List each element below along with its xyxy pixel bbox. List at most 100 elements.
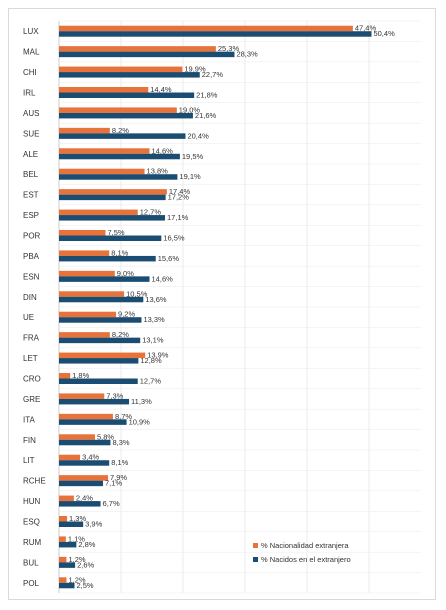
chart-frame: LUX MAL CHI IRL AUS SUE ALE BEL EST ESP POR PBA ESN D… xyxy=(8,8,436,600)
bar-ita-nacidos xyxy=(59,419,127,425)
bar-fin-nacionalidad xyxy=(59,434,95,440)
category-label-let: LET xyxy=(23,354,38,363)
category-label-cro: CRO xyxy=(23,375,41,384)
bar-gre-nacionalidad xyxy=(59,393,105,399)
category-label-irl: IRL xyxy=(23,89,36,98)
category-label-lux: LUX xyxy=(23,27,39,36)
data-label-aus-nacidos: 21,6% xyxy=(195,111,217,120)
data-label-let-nacionalidad: 13,9% xyxy=(147,351,169,360)
data-label-est-nacionalidad: 17,4% xyxy=(169,187,191,196)
bar-chi-nacionalidad xyxy=(59,66,183,73)
bar-irl-nacidos xyxy=(59,92,195,98)
legend-label-nacidos: % Nacidos en el extranjero xyxy=(261,555,351,564)
bar-mal-nacidos xyxy=(59,51,235,58)
category-label-gre: GRE xyxy=(23,395,40,404)
data-label-esq-nacidos: 3,9% xyxy=(85,520,102,529)
legend-label-nacionalidad: % Nacionalidad extranjera xyxy=(261,541,349,550)
legend: % Nacionalidad extranjera % Nacidos en e… xyxy=(253,541,351,564)
data-label-bel-nacidos: 19,1% xyxy=(179,172,201,181)
data-label-lit-nacionalidad: 3,4% xyxy=(82,453,99,462)
bar-esq-nacidos xyxy=(59,521,84,527)
data-label-pol-nacidos: 2,5% xyxy=(77,581,94,590)
bar-pba-nacionalidad xyxy=(59,250,110,256)
category-label-fin: FIN xyxy=(23,436,36,445)
bar-esp-nacidos xyxy=(59,215,166,221)
bar-rum-nacidos xyxy=(59,541,77,548)
bar-aus-nacidos xyxy=(59,112,193,119)
legend-swatch-nacidos xyxy=(253,557,258,562)
bar-est-nacidos xyxy=(59,194,166,201)
data-labels: 47,4%50,4% 25,3%28,3% 19,9%22,7% 14,4% 21,8%… xyxy=(68,24,395,590)
bars xyxy=(59,25,372,589)
category-label-pba: PBA xyxy=(23,252,40,261)
data-label-est-nacidos: 17,2% xyxy=(168,193,190,202)
bar-lux-nacidos xyxy=(59,31,372,37)
bar-fra-nacidos xyxy=(59,337,141,344)
data-label-irl-nacidos: 21,8% xyxy=(196,91,218,100)
data-label-irl-nacionalidad: 14,4% xyxy=(150,85,172,94)
data-label-let-nacidos: 12,8% xyxy=(140,356,162,365)
data-label-ita-nacidos: 10,9% xyxy=(129,417,151,426)
bar-rche-nacidos xyxy=(59,480,104,487)
bar-est-nacionalidad xyxy=(59,189,167,195)
category-label-bel: BEL xyxy=(23,170,39,179)
bar-ita-nacionalidad xyxy=(59,413,113,420)
bar-irl-nacionalidad xyxy=(59,87,149,93)
category-labels: LUX MAL CHI IRL AUS SUE ALE BEL EST ESP POR PBA ESN D… xyxy=(23,27,46,588)
bar-esn-nacidos xyxy=(59,276,150,282)
data-label-por-nacidos: 16,5% xyxy=(163,234,185,243)
category-label-ale: ALE xyxy=(23,150,38,159)
data-label-fin-nacionalidad: 5,8% xyxy=(97,432,114,441)
bar-lit-nacionalidad xyxy=(59,454,81,461)
data-label-pba-nacidos: 15,6% xyxy=(158,254,180,263)
data-label-cro-nacionalidad: 1,8% xyxy=(72,371,89,380)
bar-rche-nacionalidad xyxy=(59,475,108,481)
data-label-pba-nacionalidad: 8,1% xyxy=(111,248,128,257)
data-label-rum-nacionalidad: 1,1% xyxy=(68,534,85,543)
bar-pba-nacidos xyxy=(59,255,156,262)
category-label-esn: ESN xyxy=(23,272,40,281)
data-label-rche-nacionalidad: 7,9% xyxy=(110,473,127,482)
data-label-fin-nacidos: 8,3% xyxy=(112,438,129,447)
bar-lit-nacidos xyxy=(59,460,110,466)
data-label-cro-nacidos: 12,7% xyxy=(140,377,162,386)
bar-sue-nacidos xyxy=(59,133,186,139)
data-label-mal-nacionalidad: 25,3% xyxy=(218,44,240,53)
bar-let-nacidos xyxy=(59,358,139,364)
bar-let-nacionalidad xyxy=(59,352,146,359)
data-label-esn-nacidos: 14,6% xyxy=(152,274,174,283)
category-label-rum: RUM xyxy=(23,538,42,547)
data-label-lux-nacidos: 50,4% xyxy=(373,29,395,38)
data-label-gre-nacidos: 11,3% xyxy=(131,397,152,406)
data-label-rum-nacidos: 2,8% xyxy=(78,540,95,549)
data-label-gre-nacionalidad: 7,3% xyxy=(106,391,123,400)
bar-bul-nacionalidad xyxy=(59,556,67,563)
category-label-est: EST xyxy=(23,191,39,200)
data-label-ale-nacionalidad: 14,6% xyxy=(152,146,174,155)
data-label-sue-nacionalidad: 8,2% xyxy=(112,126,129,135)
data-label-lit-nacidos: 8,1% xyxy=(111,458,128,467)
category-label-chi: CHI xyxy=(23,68,37,77)
data-label-fra-nacidos: 13,1% xyxy=(142,336,164,345)
category-label-esq: ESQ xyxy=(23,518,40,527)
data-label-hun-nacidos: 6,7% xyxy=(103,499,120,508)
bar-lux-nacionalidad xyxy=(59,25,353,32)
bar-por-nacionalidad xyxy=(59,230,106,236)
legend-swatch-nacionalidad xyxy=(253,543,258,548)
bar-cro-nacidos xyxy=(59,378,138,384)
data-label-esn-nacionalidad: 9,0% xyxy=(117,269,134,278)
data-label-bul-nacidos: 2,6% xyxy=(77,560,94,569)
bar-din-nacionalidad xyxy=(59,291,125,297)
category-label-din: DIN xyxy=(23,293,37,302)
bar-esn-nacionalidad xyxy=(59,270,115,277)
bar-ue-nacidos xyxy=(59,317,142,323)
bar-din-nacidos xyxy=(59,296,144,303)
data-label-ue-nacionalidad: 9,2% xyxy=(118,310,135,319)
data-label-pol-nacionalidad: 1,2% xyxy=(68,575,85,584)
bar-bel-nacionalidad xyxy=(59,168,145,175)
bar-cro-nacionalidad xyxy=(59,373,71,379)
category-label-rche: RCHE xyxy=(23,477,46,486)
data-label-por-nacionalidad: 7,5% xyxy=(108,228,125,237)
category-label-por: POR xyxy=(23,232,41,241)
bar-ale-nacidos xyxy=(59,153,180,160)
